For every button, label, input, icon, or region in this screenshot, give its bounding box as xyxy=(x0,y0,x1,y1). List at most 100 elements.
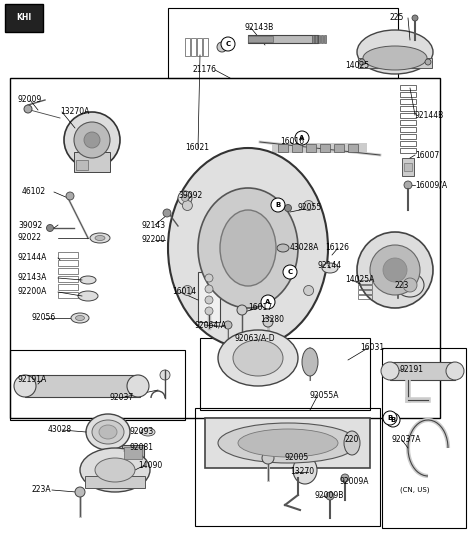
Text: 13270: 13270 xyxy=(290,467,314,477)
Text: C: C xyxy=(287,269,292,275)
Text: 225: 225 xyxy=(390,13,404,23)
Text: 16007: 16007 xyxy=(415,151,439,160)
Circle shape xyxy=(224,321,232,329)
Ellipse shape xyxy=(86,414,130,450)
Circle shape xyxy=(182,200,192,211)
Ellipse shape xyxy=(344,431,360,455)
Bar xyxy=(400,127,416,132)
Ellipse shape xyxy=(64,112,120,168)
Bar xyxy=(122,445,144,461)
Text: 39092: 39092 xyxy=(178,190,202,199)
Circle shape xyxy=(412,15,418,21)
Text: 16021: 16021 xyxy=(185,144,209,153)
Text: 92144: 92144 xyxy=(318,260,342,270)
Bar xyxy=(324,35,326,43)
Ellipse shape xyxy=(92,420,124,444)
Text: KHI: KHI xyxy=(17,13,32,23)
Bar xyxy=(205,418,370,468)
Bar xyxy=(402,158,414,176)
Circle shape xyxy=(283,265,297,279)
Circle shape xyxy=(341,474,349,482)
Ellipse shape xyxy=(71,313,89,323)
Bar xyxy=(200,338,370,410)
Text: 223A: 223A xyxy=(32,486,52,495)
Bar xyxy=(58,284,78,290)
Bar xyxy=(390,362,455,380)
Bar xyxy=(318,35,320,43)
Text: 92009B: 92009B xyxy=(315,492,345,501)
Bar xyxy=(198,272,220,322)
Circle shape xyxy=(261,295,275,309)
Bar xyxy=(312,35,314,43)
Ellipse shape xyxy=(198,188,298,308)
Circle shape xyxy=(326,492,334,500)
Text: A: A xyxy=(265,299,271,305)
Bar xyxy=(358,295,372,299)
Text: A: A xyxy=(299,135,305,141)
Circle shape xyxy=(263,317,273,327)
Ellipse shape xyxy=(293,456,317,484)
Bar xyxy=(358,290,372,294)
Ellipse shape xyxy=(99,425,117,439)
Ellipse shape xyxy=(78,291,98,301)
Circle shape xyxy=(383,411,397,425)
Bar xyxy=(358,58,432,68)
Ellipse shape xyxy=(370,245,420,295)
Ellipse shape xyxy=(363,46,427,70)
Ellipse shape xyxy=(74,122,110,158)
Bar xyxy=(400,148,416,153)
Ellipse shape xyxy=(302,348,318,376)
Text: 13280: 13280 xyxy=(260,316,284,324)
Text: 92144A: 92144A xyxy=(18,254,47,263)
Bar xyxy=(348,144,358,152)
Bar xyxy=(400,141,416,146)
Text: 92200: 92200 xyxy=(142,235,166,244)
Bar xyxy=(185,38,190,56)
Ellipse shape xyxy=(14,375,36,397)
Circle shape xyxy=(182,195,189,202)
Bar xyxy=(10,78,440,418)
Text: 92022: 92022 xyxy=(18,234,42,242)
Bar xyxy=(58,292,78,298)
Circle shape xyxy=(24,105,32,113)
Bar xyxy=(390,362,455,380)
Text: 92081: 92081 xyxy=(130,443,154,452)
Text: 14025: 14025 xyxy=(345,61,369,70)
Bar xyxy=(400,113,416,118)
Bar xyxy=(58,276,78,282)
Text: 92144B: 92144B xyxy=(415,110,444,120)
Bar xyxy=(292,144,302,152)
Ellipse shape xyxy=(218,330,298,386)
Bar xyxy=(203,38,208,56)
Bar xyxy=(358,280,372,284)
Bar xyxy=(168,8,398,78)
Text: 14090: 14090 xyxy=(138,460,162,470)
Bar xyxy=(58,252,78,258)
Bar xyxy=(320,144,330,152)
Circle shape xyxy=(160,370,170,380)
Ellipse shape xyxy=(95,458,135,482)
Text: 92009: 92009 xyxy=(18,95,42,105)
Bar xyxy=(334,144,344,152)
Ellipse shape xyxy=(95,235,105,241)
Ellipse shape xyxy=(322,263,338,273)
Text: 92093: 92093 xyxy=(130,428,154,436)
Circle shape xyxy=(66,192,74,200)
Ellipse shape xyxy=(446,362,464,380)
Ellipse shape xyxy=(238,429,338,457)
Bar xyxy=(25,375,140,397)
Text: 92037A: 92037A xyxy=(392,435,421,444)
Circle shape xyxy=(221,37,235,51)
Text: B: B xyxy=(387,415,392,421)
Bar xyxy=(58,268,78,274)
Text: 16017: 16017 xyxy=(248,303,272,312)
Bar xyxy=(25,375,140,397)
Text: 92143B: 92143B xyxy=(245,24,274,33)
Bar xyxy=(400,120,416,125)
Ellipse shape xyxy=(403,278,417,292)
Text: 16016: 16016 xyxy=(280,138,304,146)
Bar xyxy=(85,476,145,488)
Text: 43028A: 43028A xyxy=(290,243,319,252)
Ellipse shape xyxy=(381,362,399,380)
Ellipse shape xyxy=(75,316,84,321)
